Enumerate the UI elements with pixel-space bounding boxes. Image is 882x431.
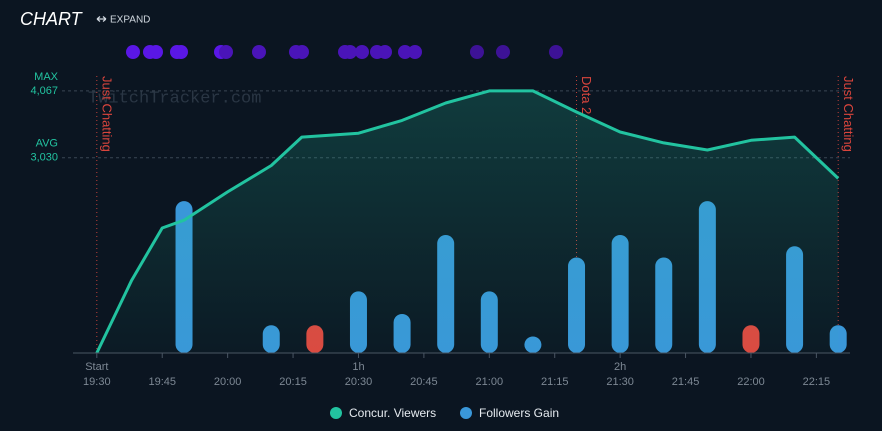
watermark: TwitchTracker.com <box>88 89 261 108</box>
event-dots <box>126 45 563 59</box>
elapsed-label: 1h <box>352 361 364 373</box>
x-tick-label: 20:30 <box>345 376 373 388</box>
reference-name: MAX <box>34 71 59 83</box>
x-tick-label: 21:00 <box>476 376 504 388</box>
reference-value: 4,067 <box>30 85 58 97</box>
event-dot <box>219 45 233 59</box>
event-dot <box>549 45 563 59</box>
x-tick-label: 22:00 <box>737 376 765 388</box>
x-tick-label: 21:30 <box>606 376 634 388</box>
annotation-label: Just Chatting <box>841 76 856 152</box>
expand-label[interactable]: EXPAND <box>110 15 150 26</box>
event-dot <box>496 45 510 59</box>
reference-name: AVG <box>36 138 58 150</box>
x-tick-label: 21:15 <box>541 376 569 388</box>
x-tick-label: 20:15 <box>279 376 307 388</box>
event-dot <box>343 45 357 59</box>
header-title: CHART <box>20 9 84 29</box>
legend-swatch <box>460 407 472 419</box>
x-tick-label: 20:45 <box>410 376 438 388</box>
legend-label: Concur. Viewers <box>349 406 436 420</box>
elapsed-label: 2h <box>614 361 626 373</box>
annotation-label: Dota 2 <box>579 76 594 114</box>
reference-value: 3,030 <box>30 152 58 164</box>
elapsed-label: Start <box>85 361 108 373</box>
expand-icon <box>96 16 107 22</box>
x-tick-label: 19:30 <box>83 376 111 388</box>
x-tick-label: 22:15 <box>803 376 831 388</box>
legend-label: Followers Gain <box>479 406 559 420</box>
event-dot <box>378 45 392 59</box>
event-dot <box>398 45 412 59</box>
legend-item[interactable]: Concur. Viewers <box>330 406 436 420</box>
event-dot <box>252 45 266 59</box>
event-dot <box>408 45 422 59</box>
legend-item[interactable]: Followers Gain <box>460 406 559 420</box>
expand-button[interactable]: EXPAND <box>96 15 150 26</box>
event-dot <box>295 45 309 59</box>
axis-cover <box>60 353 860 361</box>
viewers-line <box>95 89 840 354</box>
event-dot <box>470 45 484 59</box>
x-tick-label: 19:45 <box>148 376 176 388</box>
event-dot <box>126 45 140 59</box>
legend-swatch <box>330 407 342 419</box>
event-dot <box>174 45 188 59</box>
x-tick-label: 20:00 <box>214 376 242 388</box>
event-dot <box>355 45 369 59</box>
event-dot <box>149 45 163 59</box>
x-tick-label: 21:45 <box>672 376 700 388</box>
annotation-label: Just Chatting <box>99 76 114 152</box>
